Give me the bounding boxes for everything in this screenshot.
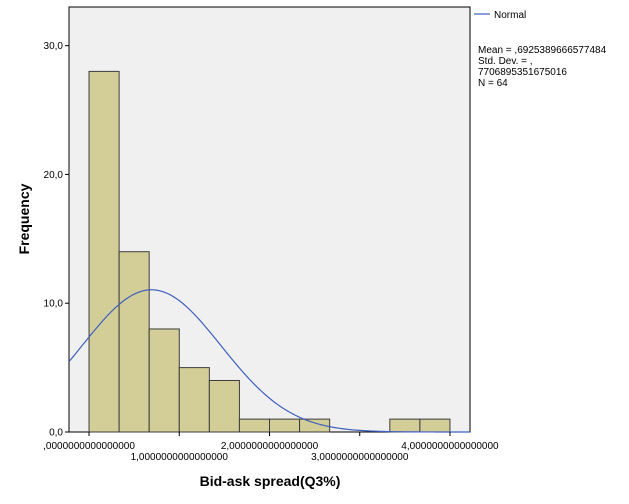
x-tick-label: 4,0000000000000000	[401, 441, 499, 452]
legend-stats: Mean = ,6925389666577484 Std. Dev. = , 7…	[478, 45, 606, 89]
histogram-bar	[389, 418, 421, 433]
legend-n: N = 64	[478, 78, 508, 89]
x-tick-label: ,0000000000000000	[43, 441, 135, 452]
histogram-bar	[419, 418, 451, 433]
normal-curve	[68, 289, 470, 433]
x-tick-label: 1,0000000000000000	[131, 452, 229, 463]
y-tick-label: 30,0	[44, 41, 64, 52]
x-tick-label: 3,0000000000000000	[311, 452, 409, 463]
legend-series-label: Normal	[494, 10, 526, 21]
histogram-bar	[118, 251, 150, 433]
histogram-bar	[208, 379, 240, 433]
histogram-bar	[178, 367, 210, 433]
legend-std-dev: Std. Dev. = ,	[478, 56, 533, 67]
y-tick-label: 0,0	[49, 428, 63, 439]
histogram-bars	[88, 70, 451, 433]
histogram-bar	[238, 418, 270, 433]
y-tick-label: 20,0	[44, 170, 64, 181]
y-axis: 0,0 10,0 20,0 30,0	[44, 41, 69, 439]
x-tick-label: 2,0000000000000000	[221, 441, 319, 452]
legend-std-dev-value: 7706895351675016	[478, 67, 567, 78]
histogram-bar	[88, 70, 120, 433]
y-axis-title: Frequency	[16, 183, 32, 254]
histogram-bar	[299, 418, 331, 433]
legend-mean: Mean = ,6925389666577484	[478, 45, 607, 56]
x-axis-title: Bid-ask spread(Q3%)	[200, 473, 341, 489]
histogram-bar	[148, 328, 180, 433]
x-axis: ,00000000000000001,00000000000000002,000…	[43, 432, 499, 463]
histogram-bar	[269, 418, 301, 433]
y-tick-label: 10,0	[44, 299, 64, 310]
